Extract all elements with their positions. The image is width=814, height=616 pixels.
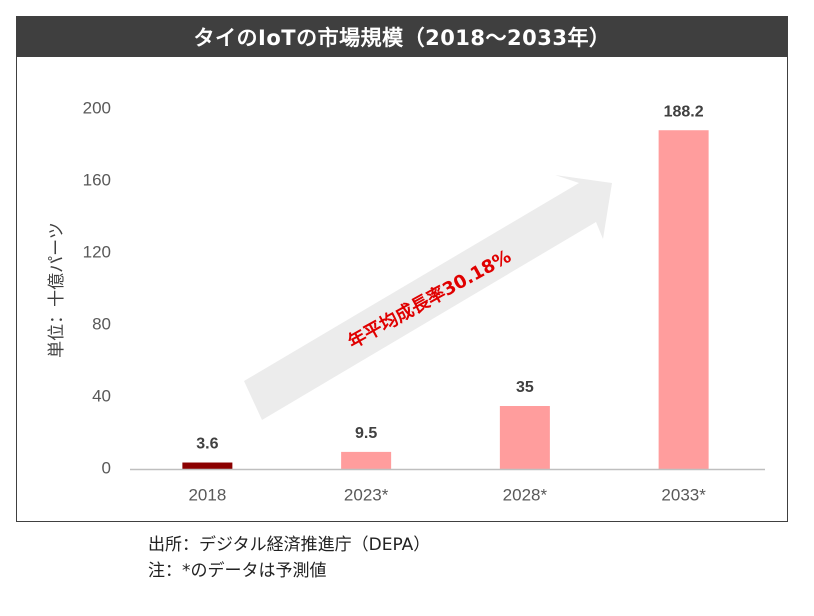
y-axis-title: 単位：十億パーツ — [47, 222, 67, 358]
x-tick-label: 2023* — [344, 485, 389, 504]
cagr-annotation: 年平均成長率30.18% — [344, 245, 515, 353]
bar — [658, 130, 709, 470]
bar-value-label: 9.5 — [355, 425, 377, 442]
growth-arrow — [244, 175, 612, 420]
bar — [499, 406, 550, 469]
chart-title: タイのIoTの市場規模（2018～2033年） — [17, 17, 787, 57]
source-note: 出所：デジタル経済推進庁（DEPA） — [148, 535, 431, 555]
y-tick-label: 40 — [92, 386, 111, 405]
footnotes: 出所：デジタル経済推進庁（DEPA） 注：*のデータは予測値 — [148, 532, 430, 584]
bar-value-label: 188.2 — [664, 103, 704, 120]
bar-value-label: 35 — [516, 379, 534, 396]
x-tick-label: 2018 — [188, 485, 226, 504]
y-tick-label: 0 — [102, 458, 111, 477]
bar — [341, 451, 392, 469]
x-tick-label: 2033* — [661, 485, 706, 504]
y-tick-label: 120 — [83, 242, 111, 261]
x-tick-label: 2028* — [503, 485, 548, 504]
y-tick-label: 200 — [83, 98, 111, 117]
y-tick-label: 160 — [83, 170, 111, 189]
bar-value-label: 3.6 — [196, 436, 218, 453]
bar — [182, 462, 233, 469]
y-tick-label: 80 — [92, 314, 111, 333]
forecast-note: 注：*のデータは予測値 — [148, 561, 327, 581]
